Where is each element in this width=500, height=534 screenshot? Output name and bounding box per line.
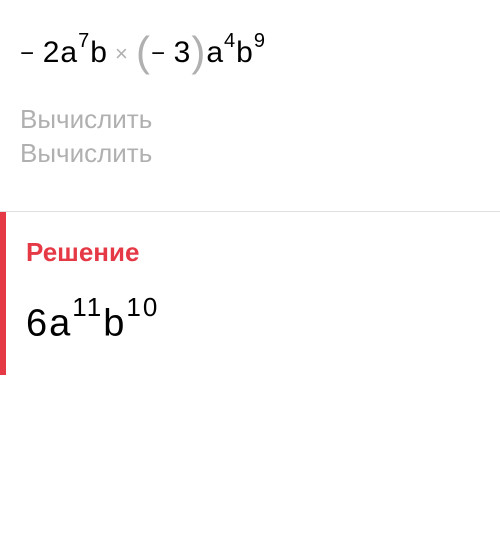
exp1: 7 <box>78 30 90 52</box>
result-coef: 6 <box>26 302 49 344</box>
result-exp2: 10 <box>126 292 159 322</box>
result-expression: 6a11b10 <box>26 298 480 346</box>
problem-section: − 2a7b × (− 3)a4b9 Вычислить Вычислить <box>0 20 500 191</box>
prompt-lines: Вычислить Вычислить <box>20 103 480 171</box>
result-exp1: 11 <box>72 292 103 322</box>
var-b2: b <box>236 36 254 69</box>
minus-sign-2: − <box>151 40 174 67</box>
solution-title: Решение <box>26 237 480 268</box>
multiply-sign: × <box>108 41 136 66</box>
minus-sign: − <box>20 40 43 67</box>
exp3: 4 <box>224 30 236 52</box>
prompt-line1: Вычислить <box>20 103 480 137</box>
close-paren: ) <box>191 28 206 75</box>
exp4: 9 <box>254 30 266 52</box>
var-b1: b <box>90 36 108 69</box>
result-var-a: a <box>49 302 72 344</box>
var-a2: a <box>206 36 224 69</box>
coef2: 3 <box>174 36 192 69</box>
coef1: 2 <box>43 36 61 69</box>
result-var-b: b <box>103 302 126 344</box>
var-a1: a <box>60 36 78 69</box>
open-paren: ( <box>136 28 151 75</box>
prompt-line2: Вычислить <box>20 137 480 171</box>
solution-section: Решение 6a11b10 <box>0 212 500 376</box>
math-expression: − 2a7b × (− 3)a4b9 <box>20 30 480 78</box>
